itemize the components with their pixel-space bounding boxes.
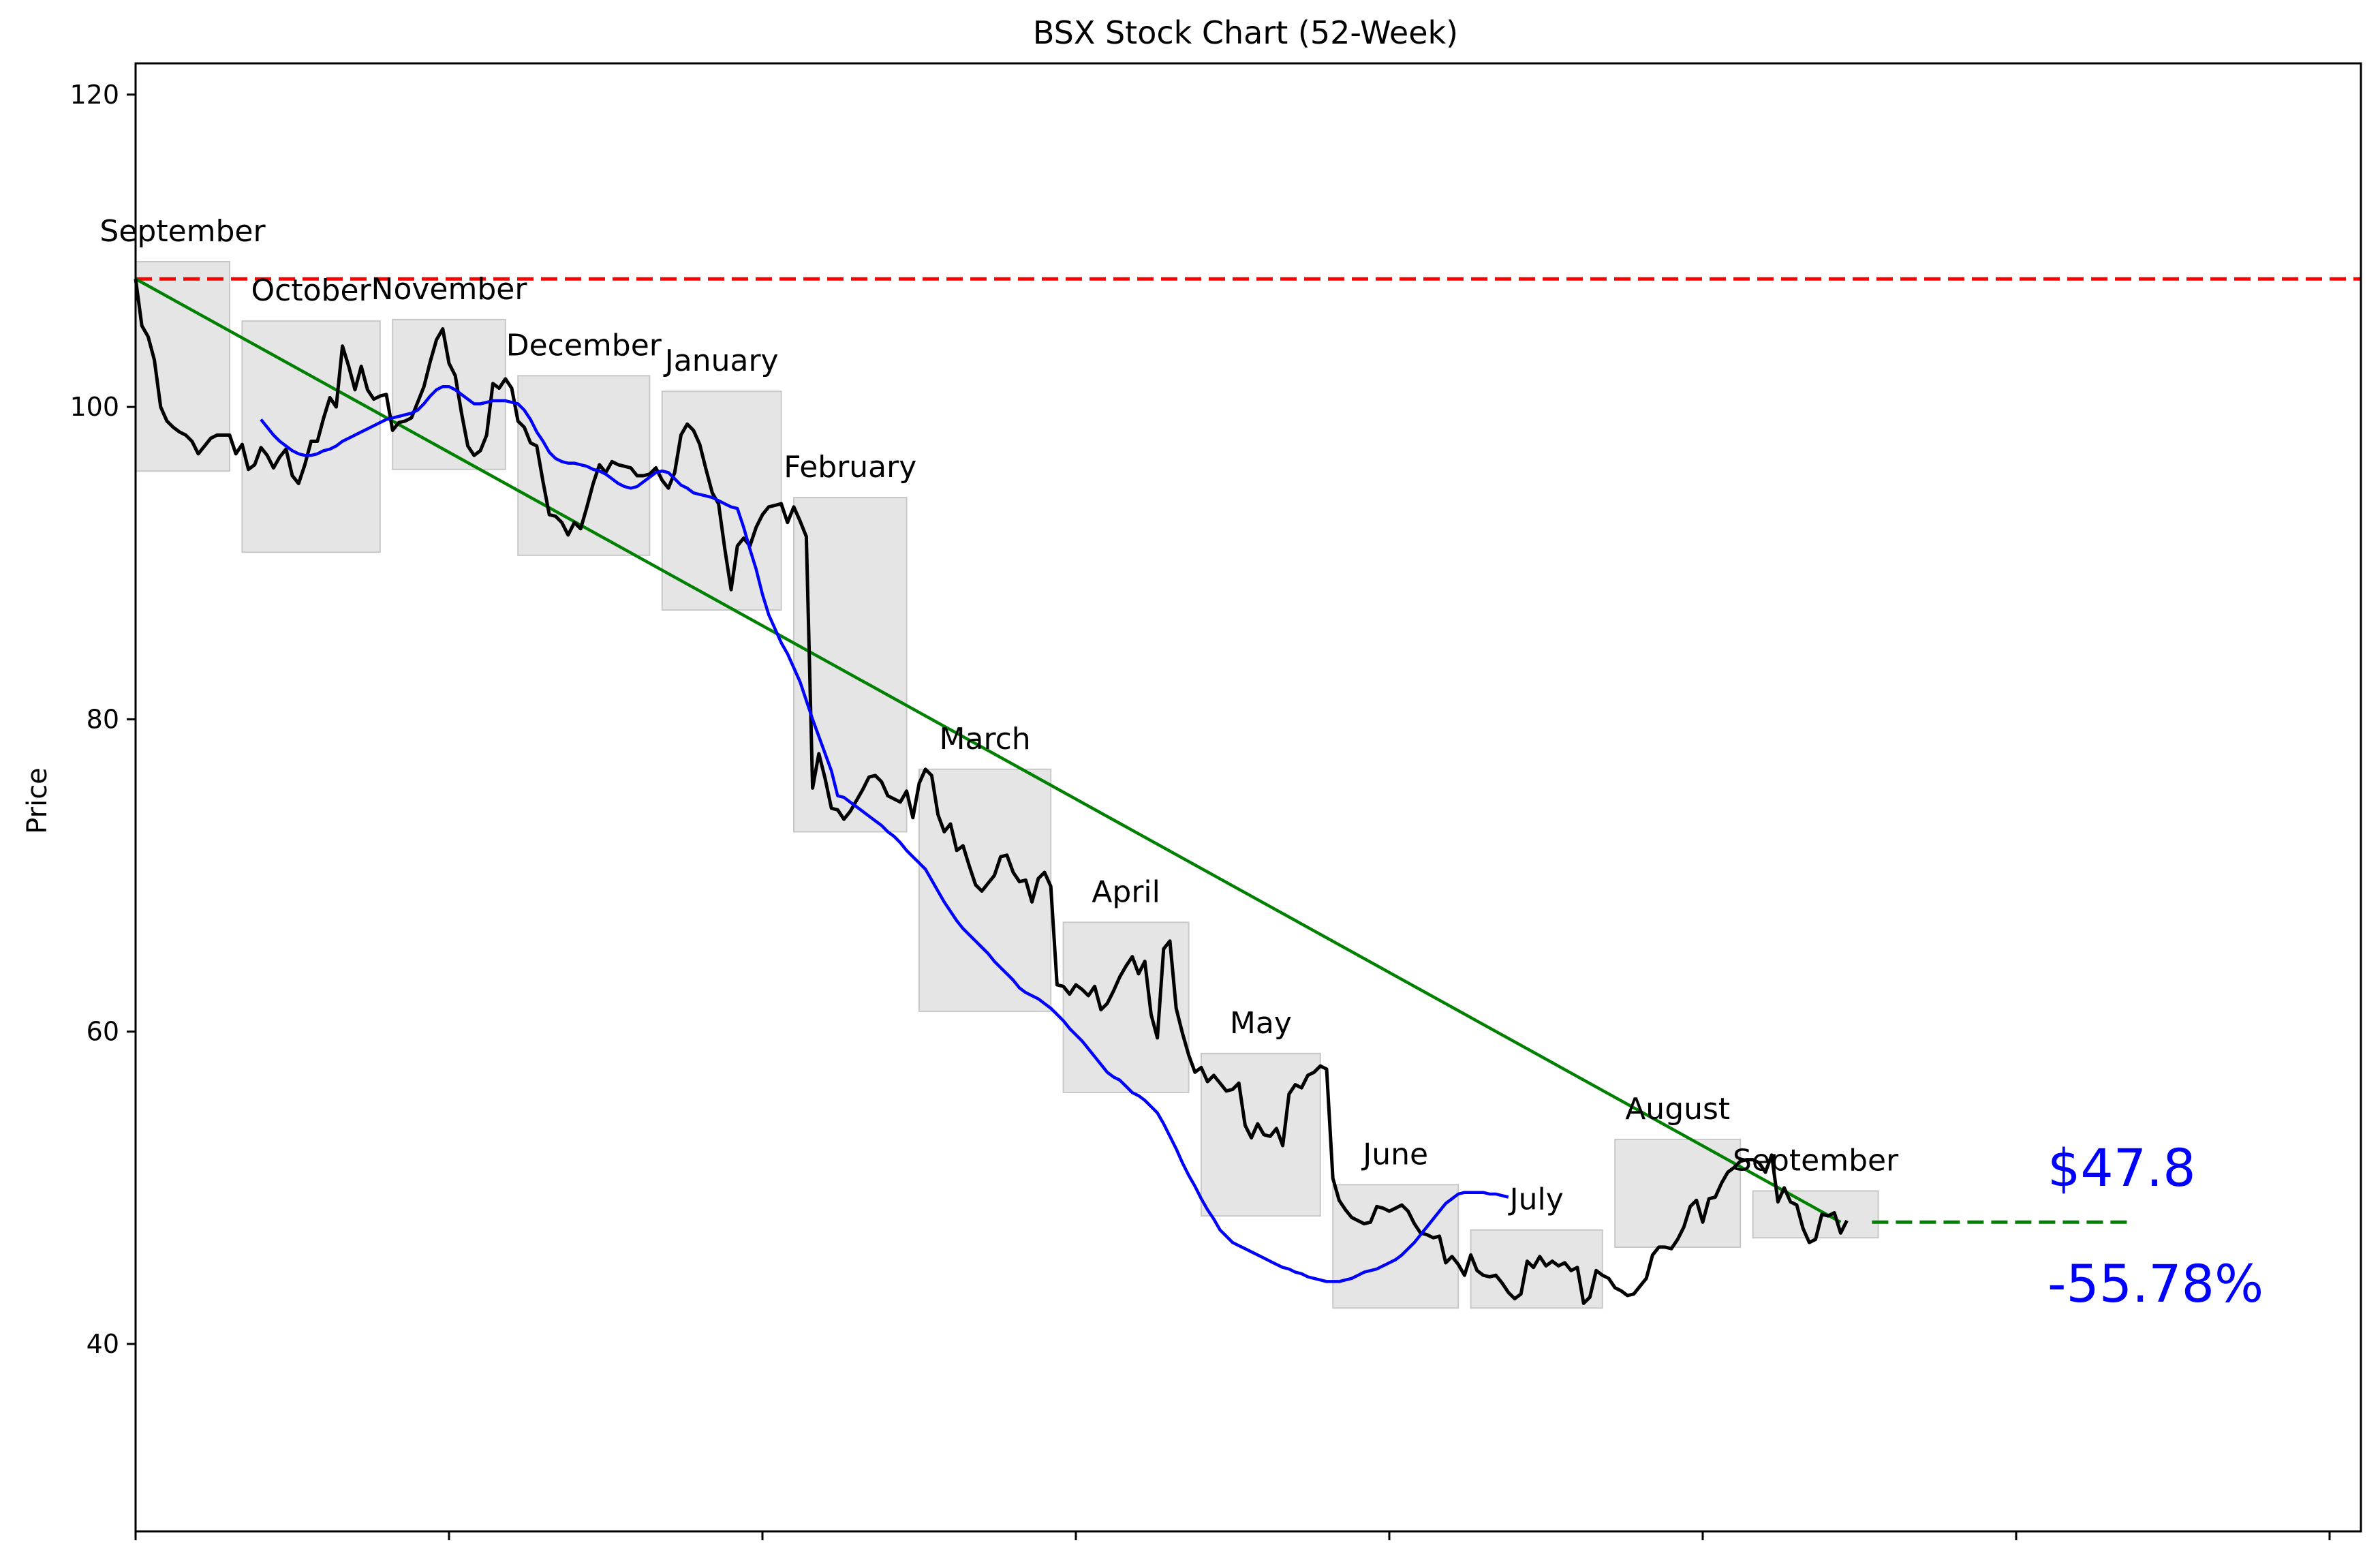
- month-label: October: [251, 273, 372, 308]
- month-label: July: [1508, 1182, 1564, 1217]
- month-labels: September October November December January F…: [99, 214, 1899, 1217]
- month-range-box: [1062, 921, 1190, 1094]
- month-range-box: [1201, 1052, 1321, 1217]
- y-tick-label: 60: [87, 1017, 119, 1047]
- price-line: [134, 278, 1849, 1305]
- trend-line: [134, 277, 1842, 1224]
- y-tick-label: 80: [87, 704, 119, 734]
- month-range-box: [1752, 1190, 1879, 1239]
- month-range-box: [1614, 1138, 1742, 1248]
- x-axis-ticks: [134, 1531, 2331, 1540]
- month-range-box: [135, 261, 230, 472]
- month-label: June: [1361, 1137, 1428, 1172]
- chart-title: BSX Stock Chart (52-Week): [1033, 14, 1458, 51]
- plot-frame: [134, 62, 2362, 1533]
- moving-average-line: [260, 385, 1509, 1283]
- change-percent-label: -55.78%: [2047, 1253, 2263, 1314]
- month-range-box: [392, 318, 506, 470]
- month-label: April: [1092, 874, 1160, 909]
- month-label: November: [371, 272, 528, 307]
- month-label: December: [506, 328, 662, 363]
- y-tick-label: 100: [69, 392, 119, 422]
- month-label: August: [1625, 1092, 1730, 1127]
- month-range-box: [1332, 1184, 1459, 1309]
- y-tick-label: 40: [87, 1329, 119, 1359]
- y-tick-label: 120: [69, 80, 119, 110]
- month-label: February: [784, 450, 916, 485]
- y-axis-ticks: 40 60 80 100 120: [69, 80, 136, 1359]
- month-label: January: [663, 343, 779, 378]
- y-axis-label: Price: [22, 767, 53, 834]
- month-label: September: [1733, 1143, 1899, 1178]
- current-price-label: $47.8: [2047, 1137, 2196, 1198]
- month-label: March: [940, 722, 1031, 756]
- month-label: May: [1230, 1006, 1292, 1041]
- month-range-box: [241, 320, 381, 553]
- price-series: [134, 278, 1849, 1305]
- month-label: September: [99, 214, 266, 249]
